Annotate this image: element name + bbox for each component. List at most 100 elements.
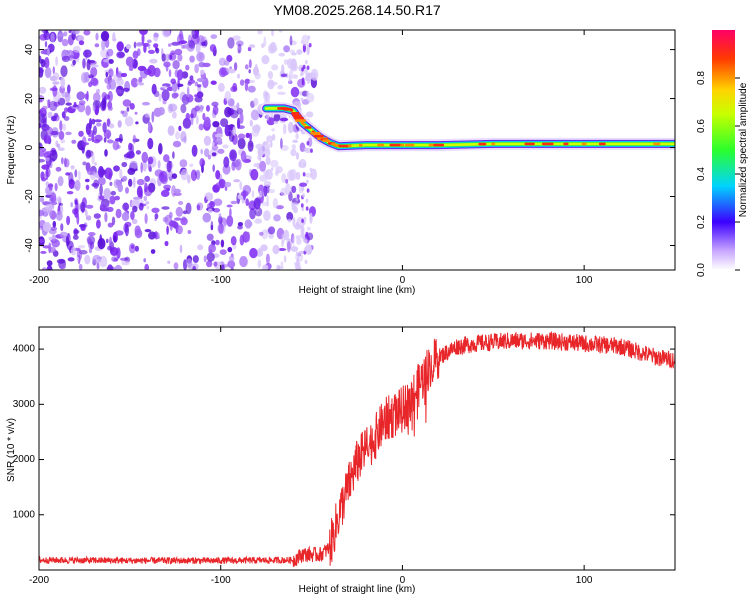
noise-blob <box>207 154 212 160</box>
noise-blob <box>254 218 263 224</box>
noise-blob <box>185 64 190 71</box>
noise-blob <box>213 198 223 206</box>
noise-blob <box>100 201 109 212</box>
noise-blob <box>50 192 57 204</box>
noise-blob <box>202 62 211 68</box>
noise-blob <box>203 135 211 146</box>
noise-blob <box>63 31 68 37</box>
noise-blob <box>88 74 94 79</box>
noise-blob <box>65 131 72 136</box>
noise-blob <box>269 81 278 86</box>
noise-blob <box>226 204 233 208</box>
noise-blob <box>283 45 290 53</box>
ridge-peak <box>563 142 569 146</box>
noise-blob <box>85 209 88 217</box>
noise-blob <box>110 190 117 196</box>
noise-blob <box>61 55 70 63</box>
noise-blob <box>101 98 106 110</box>
noise-blob <box>141 33 145 44</box>
noise-blob <box>134 245 139 252</box>
noise-blob <box>181 71 189 79</box>
noise-blob <box>196 91 204 99</box>
noise-blob <box>237 43 242 54</box>
noise-blob <box>235 158 242 171</box>
noise-blob <box>306 141 310 146</box>
noise-blob <box>128 65 134 71</box>
noise-blob <box>265 156 271 166</box>
noise-blob <box>161 89 170 101</box>
noise-blob <box>58 130 65 140</box>
noise-blob <box>121 175 128 182</box>
noise-blob <box>196 77 206 83</box>
noise-blob <box>176 69 184 81</box>
noise-blob <box>106 83 112 90</box>
noise-blob <box>96 262 100 270</box>
noise-blob <box>280 187 288 196</box>
noise-blob <box>287 169 295 181</box>
noise-blob <box>121 260 130 266</box>
noise-blob <box>280 145 289 151</box>
noise-blob <box>189 75 194 81</box>
noise-blob <box>239 256 248 268</box>
snr-series-line <box>39 330 675 567</box>
noise-blob <box>280 137 283 149</box>
noise-blob <box>295 235 300 240</box>
noise-blob <box>267 44 275 54</box>
noise-blob <box>291 185 297 194</box>
noise-blob <box>244 219 252 229</box>
noise-blob <box>93 213 101 219</box>
noise-blob <box>146 39 152 44</box>
noise-blob <box>143 258 146 263</box>
noise-blob <box>106 139 114 144</box>
noise-blob <box>228 131 232 137</box>
noise-blob <box>289 49 295 54</box>
noise-blob <box>259 231 264 236</box>
noise-blob <box>227 246 233 253</box>
noise-blob <box>121 211 130 222</box>
noise-blob <box>65 235 70 247</box>
noise-blob <box>251 125 261 132</box>
noise-blob <box>290 246 299 252</box>
noise-blob <box>247 85 256 93</box>
noise-blob <box>227 37 235 49</box>
noise-blob <box>197 84 202 88</box>
noise-blob <box>261 55 270 65</box>
noise-blob <box>104 167 113 180</box>
noise-blob <box>306 226 311 231</box>
noise-blob <box>103 137 107 143</box>
noise-blob <box>250 109 260 121</box>
noise-blob <box>217 148 225 154</box>
noise-blob <box>144 263 149 270</box>
noise-blob <box>68 172 74 184</box>
colorbar: 0.0 0.2 0.4 0.6 0.8 Normalized spectral ampl… <box>696 30 749 277</box>
noise-blob <box>134 111 138 115</box>
noise-blob <box>268 232 274 239</box>
noise-blob <box>229 149 238 162</box>
noise-blob <box>175 206 183 217</box>
noise-blob <box>130 77 139 88</box>
noise-blob <box>282 123 287 135</box>
noise-blob <box>215 170 221 180</box>
noise-blob <box>124 224 129 237</box>
noise-blob <box>299 182 308 187</box>
noise-blob <box>60 76 65 89</box>
noise-blob <box>189 55 195 63</box>
noise-blob <box>46 126 54 138</box>
noise-blob <box>60 139 66 144</box>
noise-blob <box>273 214 281 222</box>
noise-blob <box>130 143 135 154</box>
noise-blob <box>198 123 204 131</box>
snr-xlabel: Height of straight line (km) <box>299 584 416 595</box>
noise-blob <box>228 255 235 262</box>
chart-title: YM08.2025.268.14.50.R17 <box>273 2 441 18</box>
noise-blob <box>132 205 138 213</box>
noise-blob <box>308 43 312 48</box>
noise-blob <box>206 260 213 268</box>
noise-blob <box>230 110 239 119</box>
noise-blob <box>44 41 48 48</box>
noise-blob <box>72 30 80 35</box>
noise-blob <box>305 231 309 237</box>
noise-blob <box>210 34 218 39</box>
noise-blob <box>180 131 187 143</box>
